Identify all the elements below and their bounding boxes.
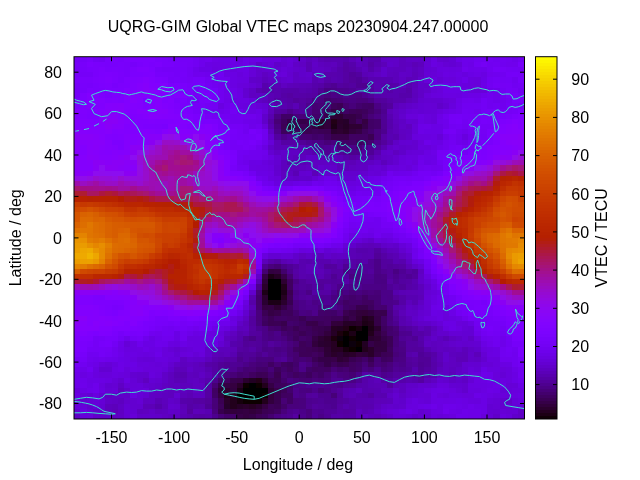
svg-text:80: 80: [44, 64, 62, 81]
svg-text:-100: -100: [158, 429, 190, 446]
svg-text:50: 50: [353, 429, 371, 446]
svg-text:90: 90: [571, 71, 589, 88]
svg-text:20: 20: [44, 188, 62, 205]
svg-text:-40: -40: [39, 313, 62, 330]
svg-text:-50: -50: [225, 429, 248, 446]
svg-text:80: 80: [571, 109, 589, 126]
svg-text:40: 40: [571, 262, 589, 279]
svg-text:0: 0: [295, 429, 304, 446]
svg-text:VTEC / TECU: VTEC / TECU: [593, 188, 610, 287]
svg-text:-60: -60: [39, 354, 62, 371]
svg-text:30: 30: [571, 300, 589, 317]
svg-text:UQRG-GIM Global VTEC maps 2023: UQRG-GIM Global VTEC maps 20230904.247.0…: [108, 18, 489, 35]
svg-text:-20: -20: [39, 271, 62, 288]
svg-text:40: 40: [44, 147, 62, 164]
svg-text:Longitude / deg: Longitude / deg: [243, 456, 353, 473]
svg-text:-150: -150: [95, 429, 127, 446]
svg-text:150: 150: [474, 429, 501, 446]
svg-text:Latitude / deg: Latitude / deg: [7, 189, 24, 286]
svg-text:60: 60: [571, 186, 589, 203]
svg-text:10: 10: [571, 376, 589, 393]
svg-text:70: 70: [571, 147, 589, 164]
svg-text:20: 20: [571, 338, 589, 355]
svg-text:50: 50: [571, 224, 589, 241]
svg-text:60: 60: [44, 105, 62, 122]
svg-text:0: 0: [53, 230, 62, 247]
svg-text:100: 100: [411, 429, 438, 446]
svg-text:-80: -80: [39, 395, 62, 412]
